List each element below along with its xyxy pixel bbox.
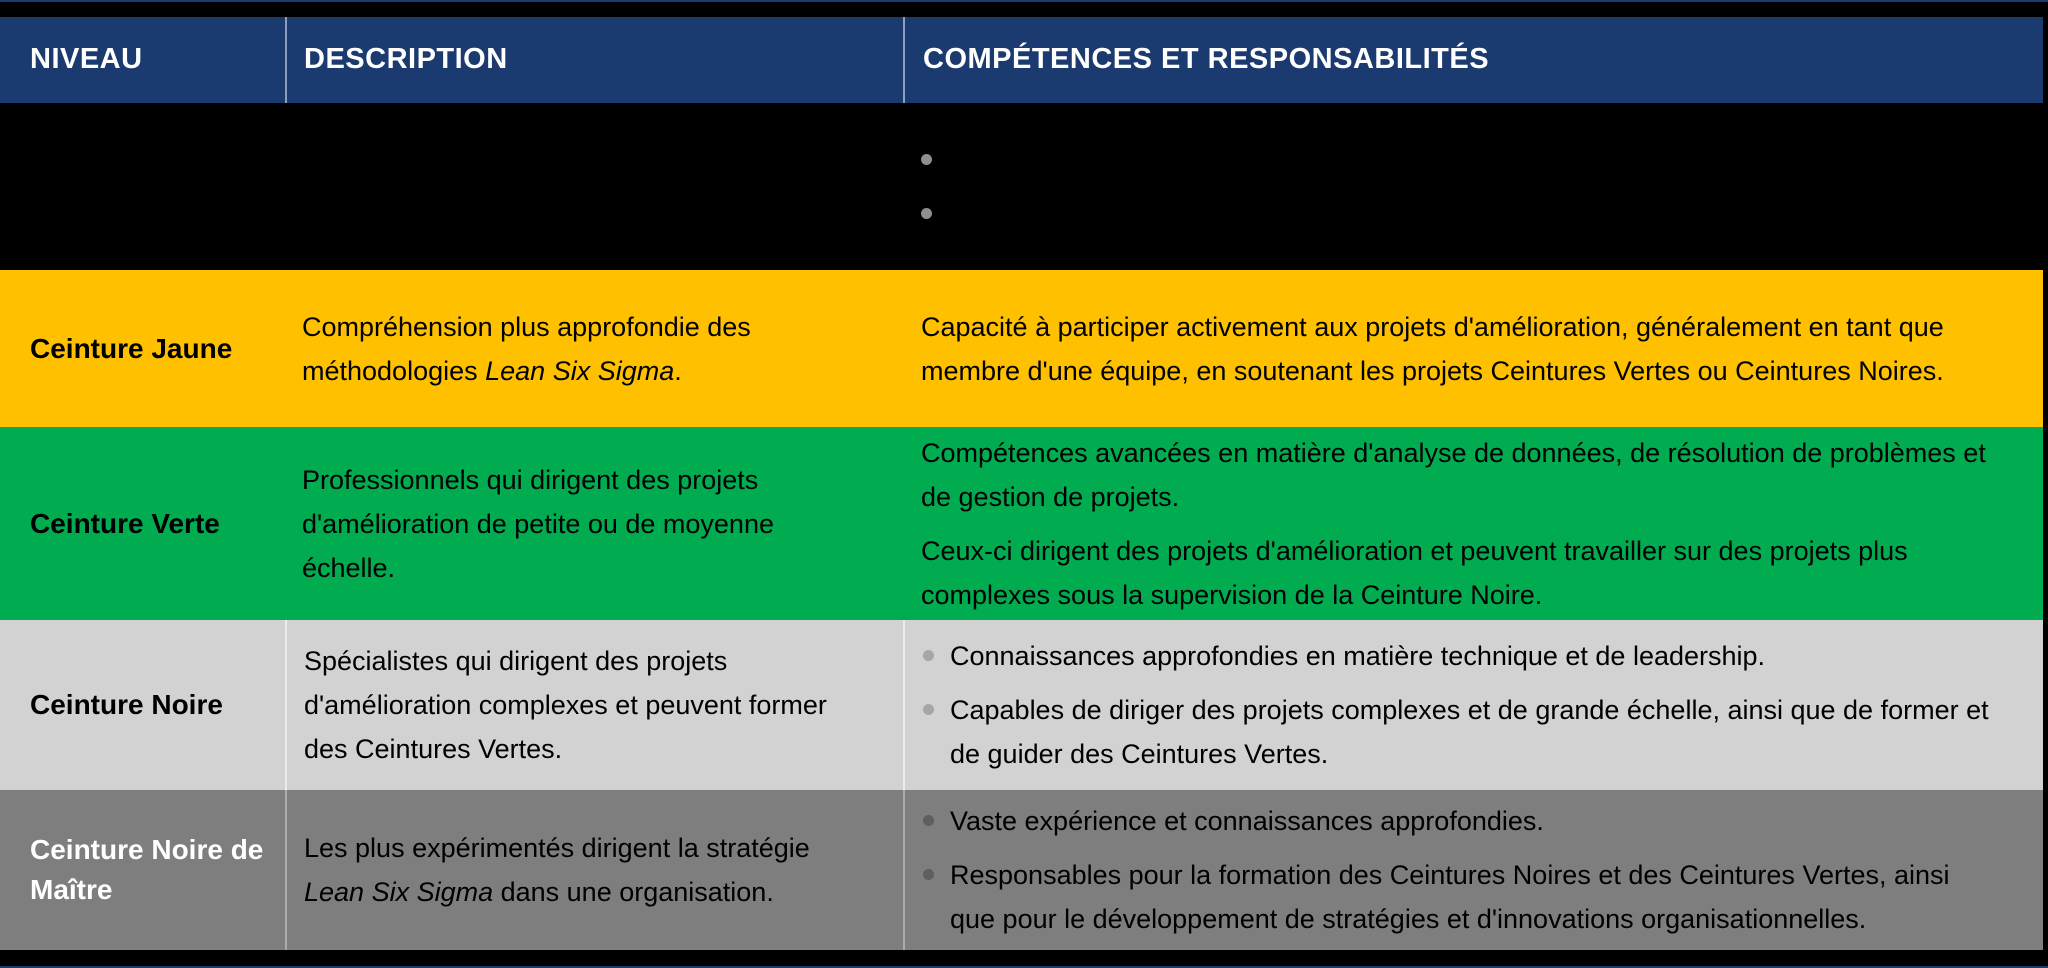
description-post: dans une organisation. [493, 877, 774, 907]
header-label-niveau: NIVEAU [30, 43, 143, 76]
description-italic: Lean Six Sigma [304, 877, 494, 907]
competences-cell: Capacité à participer activement aux pro… [903, 270, 2043, 427]
competences-cell [903, 103, 2043, 270]
list-item [921, 138, 1997, 182]
header-label-description: DESCRIPTION [304, 43, 508, 76]
table-row-ceinture-verte: Ceinture Verte Professionnels qui dirige… [0, 427, 2043, 620]
level-cell: Ceinture Jaune [0, 270, 285, 427]
description-pre: Spécialistes qui dirigent des projets d'… [304, 646, 827, 764]
competences-cell: Compétences avancées en matière d'analys… [903, 427, 2043, 620]
list-item: Ceux-ci dirigent des projets d'améliorat… [921, 529, 1997, 617]
level-cell [0, 103, 285, 270]
list-item-text: Capables de diriger des projets complexe… [950, 695, 1989, 769]
header-label-competences: COMPÉTENCES ET RESPONSABILITÉS [923, 43, 1490, 76]
description-text: Spécialistes qui dirigent des projets d'… [304, 639, 863, 771]
header-cell-description: DESCRIPTION [285, 17, 903, 103]
list-item-text: Vaste expérience et connaissances approf… [950, 806, 1544, 836]
description-cell: Compréhension plus approfondie des métho… [285, 270, 903, 427]
list-item [921, 192, 1997, 236]
description-italic: Lean Six Sigma [485, 355, 675, 386]
description-cell: Spécialistes qui dirigent des projets d'… [285, 620, 903, 790]
list-item-text: Ceux-ci dirigent des projets d'améliorat… [921, 535, 1908, 610]
competences-cell: Connaissances approfondies en matière te… [903, 620, 2043, 790]
level-cell: Ceinture Verte [0, 427, 285, 620]
list-item: Vaste expérience et connaissances approf… [923, 799, 1997, 843]
list-item-text: Capacité à participer activement aux pro… [921, 311, 1944, 386]
list-item: Capacité à participer activement aux pro… [921, 305, 1997, 393]
list-item: Responsables pour la formation des Ceint… [923, 853, 1997, 941]
table-row-ceinture-jaune: Ceinture Jaune Compréhension plus approf… [0, 270, 2043, 427]
list-item-text: Responsables pour la formation des Ceint… [950, 860, 1950, 934]
bullet-icon [923, 869, 934, 880]
level-cell: Ceinture Noire de Maître [0, 790, 285, 950]
bullet-icon [923, 815, 934, 826]
description-pre: Les plus expérimentés dirigent la straté… [304, 833, 810, 863]
list-item-text: Compétences avancées en matière d'analys… [921, 437, 1986, 512]
top-border-line [0, 0, 2048, 2]
list-item: Connaissances approfondies en matière te… [923, 634, 1997, 678]
bullet-icon [921, 207, 932, 219]
bullet-icon [923, 650, 934, 661]
description-cell: Professionnels qui dirigent des projets … [285, 427, 903, 620]
header-cell-niveau: NIVEAU [0, 17, 285, 103]
description-text: Les plus expérimentés dirigent la straté… [304, 826, 863, 914]
table-row-blank [0, 103, 2043, 270]
list-item: Compétences avancées en matière d'analys… [921, 431, 1997, 519]
table-row-ceinture-noire: Ceinture Noire Spécialistes qui dirigent… [0, 620, 2043, 790]
belt-levels-table: NIVEAU DESCRIPTION COMPÉTENCES ET RESPON… [0, 17, 2048, 950]
description-post: . [674, 355, 682, 386]
level-label: Ceinture Jaune [30, 332, 233, 364]
bullet-icon [923, 704, 934, 715]
level-label: Ceinture Noire de Maître [30, 834, 264, 905]
header-cell-competences: COMPÉTENCES ET RESPONSABILITÉS [903, 17, 2043, 103]
level-cell: Ceinture Noire [0, 620, 285, 790]
description-text: Compréhension plus approfondie des métho… [302, 305, 863, 393]
description-cell [285, 103, 903, 270]
competences-cell: Vaste expérience et connaissances approf… [903, 790, 2043, 950]
bottom-border-line [0, 966, 2048, 968]
table-row-ceinture-noire-de-maitre: Ceinture Noire de Maître Les plus expéri… [0, 790, 2043, 950]
table-header-row: NIVEAU DESCRIPTION COMPÉTENCES ET RESPON… [0, 17, 2043, 103]
list-item: Capables de diriger des projets complexe… [923, 688, 1997, 776]
description-pre: Professionnels qui dirigent des projets … [302, 464, 774, 583]
level-label: Ceinture Verte [30, 507, 220, 539]
level-label: Ceinture Noire [30, 689, 223, 720]
description-text: Professionnels qui dirigent des projets … [302, 458, 863, 590]
description-cell: Les plus expérimentés dirigent la straté… [285, 790, 903, 950]
bullet-icon [921, 153, 932, 165]
list-item-text: Connaissances approfondies en matière te… [950, 641, 1766, 671]
description-pre: Compréhension plus approfondie des métho… [302, 311, 751, 386]
